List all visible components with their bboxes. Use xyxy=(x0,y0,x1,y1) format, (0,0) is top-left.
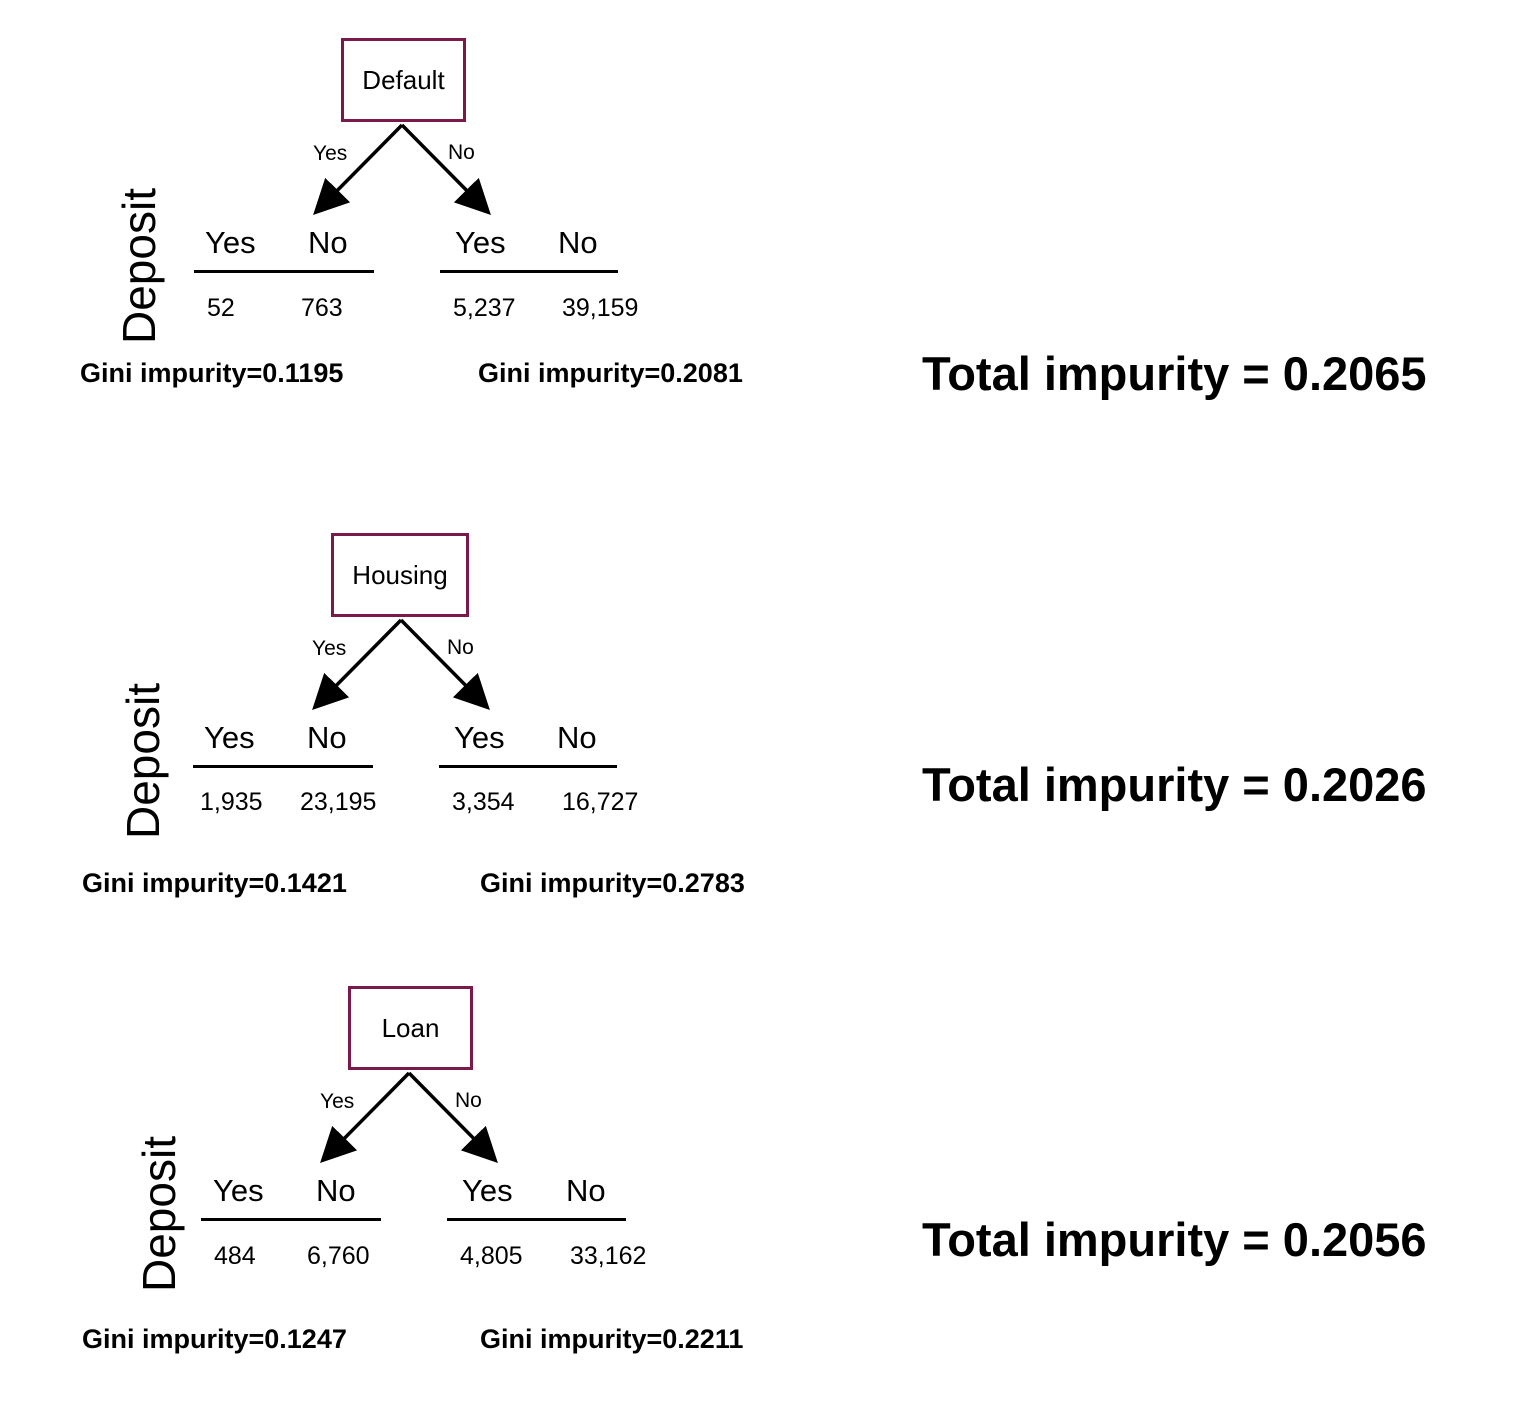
left-head-no: No xyxy=(308,225,348,260)
right-count-yes: 3,354 xyxy=(452,788,515,816)
left-head-yes: Yes xyxy=(205,225,256,260)
left-count-yes: 484 xyxy=(214,1242,256,1270)
right-head-yes: Yes xyxy=(462,1173,513,1208)
left-divider xyxy=(201,1218,381,1221)
right-divider xyxy=(447,1218,626,1221)
yes-branch-label: Yes xyxy=(320,1090,355,1113)
yes-branch-label: Yes xyxy=(312,637,347,660)
left-divider xyxy=(194,270,374,273)
left-gini: Gini impurity=0.1195 xyxy=(80,358,344,388)
right-count-yes: 4,805 xyxy=(460,1242,523,1270)
left-head-no: No xyxy=(316,1173,356,1208)
right-count-no: 33,162 xyxy=(570,1242,647,1270)
split-block-housing: Housing Yes No Deposit Yes No 1,935 23,1… xyxy=(0,495,1514,955)
no-branch-arrow xyxy=(399,618,490,710)
right-head-no: No xyxy=(566,1173,606,1208)
split-node-box: Default xyxy=(341,38,466,122)
total-impurity: Total impurity = 0.2056 xyxy=(922,1213,1427,1266)
left-count-yes: 52 xyxy=(207,294,235,322)
right-count-no: 39,159 xyxy=(562,294,639,322)
left-gini: Gini impurity=0.1247 xyxy=(82,1324,347,1354)
yes-branch-arrow xyxy=(312,618,403,710)
right-head-yes: Yes xyxy=(455,225,506,260)
right-count-yes: 5,237 xyxy=(453,294,516,322)
right-gini: Gini impurity=0.2081 xyxy=(478,358,743,388)
branch-arrows xyxy=(320,1071,498,1163)
deposit-axis-label: Deposit xyxy=(113,188,165,344)
total-impurity: Total impurity = 0.2065 xyxy=(922,347,1427,400)
left-head-yes: Yes xyxy=(204,720,255,755)
yes-branch-label: Yes xyxy=(313,142,348,165)
left-divider xyxy=(193,765,373,768)
left-head-no: No xyxy=(307,720,347,755)
split-node-box: Housing xyxy=(331,533,469,617)
right-head-no: No xyxy=(558,225,598,260)
no-branch-label: No xyxy=(448,141,475,164)
yes-branch-arrow xyxy=(313,123,404,215)
right-divider xyxy=(439,765,617,768)
no-branch-label: No xyxy=(455,1089,482,1112)
left-count-no: 763 xyxy=(301,294,343,322)
left-count-no: 23,195 xyxy=(300,788,377,816)
no-branch-arrow xyxy=(400,123,491,215)
branch-arrows xyxy=(312,618,490,710)
total-impurity: Total impurity = 0.2026 xyxy=(922,758,1427,811)
branch-arrows xyxy=(313,123,491,215)
no-branch-arrow xyxy=(407,1071,498,1163)
left-count-yes: 1,935 xyxy=(200,788,263,816)
right-count-no: 16,727 xyxy=(562,788,639,816)
right-head-yes: Yes xyxy=(454,720,505,755)
deposit-axis-label: Deposit xyxy=(133,1136,185,1292)
split-node-box: Loan xyxy=(348,986,473,1070)
right-head-no: No xyxy=(557,720,597,755)
left-gini: Gini impurity=0.1421 xyxy=(82,868,347,898)
right-gini: Gini impurity=0.2783 xyxy=(480,868,745,898)
no-branch-label: No xyxy=(447,636,474,659)
yes-branch-arrow xyxy=(320,1071,411,1163)
left-head-yes: Yes xyxy=(213,1173,264,1208)
split-block-loan: Loan Yes No Deposit Yes No 484 6,760 Yes… xyxy=(0,948,1514,1408)
left-count-no: 6,760 xyxy=(307,1242,370,1270)
deposit-axis-label: Deposit xyxy=(117,683,169,839)
right-divider xyxy=(440,270,618,273)
right-gini: Gini impurity=0.2211 xyxy=(480,1324,744,1354)
split-block-default: Default Yes No Deposit Yes No 52 763 Yes… xyxy=(0,0,1514,460)
